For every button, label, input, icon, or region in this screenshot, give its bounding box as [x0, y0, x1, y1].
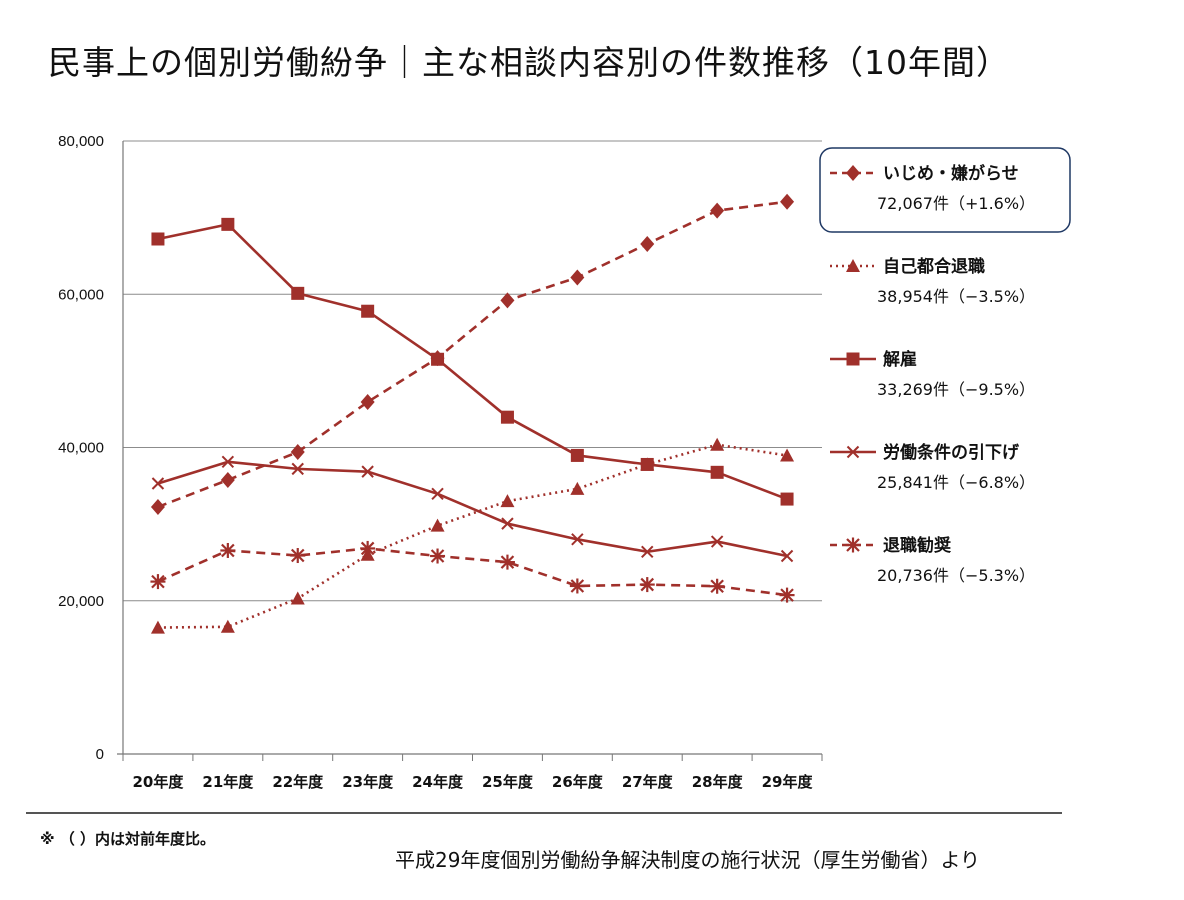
- data-point-star: [499, 554, 515, 570]
- x-tick-label: 22年度: [272, 773, 324, 791]
- x-tick-label: 26年度: [552, 773, 604, 791]
- data-point-x: [361, 465, 374, 478]
- legend-stat: 25,841件（−6.8%）: [877, 473, 1035, 492]
- data-point-diamond: [290, 444, 305, 461]
- source-citation: 平成29年度個別労働紛争解決制度の施行状況（厚生労働省）より: [395, 848, 981, 872]
- data-point-x: [291, 462, 304, 476]
- legend-stat: 38,954件（−3.5%）: [877, 287, 1035, 306]
- data-point-triangle: [780, 448, 795, 462]
- legend-label: 自己都合退職: [883, 256, 985, 277]
- legend-label: いじめ・嫌がらせ: [883, 163, 1019, 184]
- legend-item: 自己都合退職 38,954件（−3.5%）: [830, 256, 1035, 306]
- data-point-triangle: [570, 481, 585, 495]
- legend-marker: [845, 537, 861, 553]
- x-tick-label: 27年度: [622, 773, 674, 791]
- series-line-3: [157, 223, 788, 501]
- x-tick-label: 25年度: [482, 773, 534, 791]
- data-point-x: [780, 549, 794, 563]
- data-point-diamond: [500, 292, 515, 309]
- data-point-star: [639, 577, 655, 593]
- data-point-triangle: [710, 437, 725, 451]
- data-point-square: [780, 492, 794, 506]
- legend-marker: [846, 259, 860, 272]
- data-point-x: [641, 545, 654, 558]
- grid-lines: [123, 140, 822, 602]
- legend-stat: 33,269件（−9.5%）: [877, 380, 1035, 399]
- series-line-2: [157, 443, 788, 629]
- data-point-x: [571, 533, 584, 546]
- data-point-star: [779, 587, 795, 603]
- data-point-square: [570, 448, 584, 462]
- x-tick-label: 29年度: [762, 773, 814, 791]
- data-point-star: [709, 578, 725, 594]
- legend-item: 労働条件の引下げ 25,841件（−6.8%）: [830, 442, 1035, 492]
- legend-label: 解雇: [883, 349, 917, 370]
- data-point-diamond: [710, 202, 725, 219]
- data-point-x: [151, 477, 165, 490]
- data-point-square: [431, 352, 445, 366]
- data-point-triangle: [500, 494, 515, 508]
- data-point-square: [291, 286, 305, 300]
- data-point-star: [430, 548, 446, 564]
- data-point-star: [290, 548, 306, 564]
- y-tick-label: 20,000: [58, 593, 104, 610]
- data-point-square: [361, 304, 375, 318]
- legend: いじめ・嫌がらせ 72,067件（+1.6%） 自己都合退職 38,954件（−3.5…: [819, 147, 1071, 585]
- data-point-diamond: [640, 235, 655, 252]
- x-tick-label: 23年度: [342, 773, 394, 791]
- data-point-x: [501, 517, 514, 530]
- data-point-star: [150, 574, 166, 590]
- x-tick-label: 28年度: [692, 773, 744, 791]
- data-point-triangle: [150, 620, 165, 634]
- data-point-diamond: [360, 393, 375, 410]
- legend-marker: [846, 352, 860, 366]
- legend-label: 退職勧奨: [883, 535, 952, 556]
- data-point-square: [151, 232, 165, 246]
- data-point-diamond: [780, 193, 795, 210]
- legend-marker: [846, 165, 860, 181]
- data-point-triangle: [290, 591, 305, 605]
- legend-highlight-box: [819, 147, 1071, 233]
- series-line-4: [157, 460, 788, 558]
- data-point-diamond: [220, 471, 235, 488]
- data-point-square: [640, 457, 654, 471]
- legend-stat: 72,067件（+1.6%）: [877, 194, 1035, 213]
- axes: 0 20,000 40,000 60,000 80,000 20年度 21年度 22年度 23年…: [58, 133, 823, 791]
- legend-item: 解雇 33,269件（−9.5%）: [830, 349, 1035, 399]
- data-point-triangle: [430, 518, 445, 532]
- legend-item: いじめ・嫌がらせ 72,067件（+1.6%）: [819, 147, 1071, 233]
- legend-item: 退職勧奨 20,736件（−5.3%）: [830, 535, 1035, 585]
- series-line-5: [157, 547, 788, 597]
- x-tick-label: 21年度: [202, 773, 254, 791]
- data-point-diamond: [570, 269, 585, 286]
- legend-label: 労働条件の引下げ: [883, 442, 1020, 463]
- y-tick-label: 0: [96, 746, 104, 763]
- page-title: 民事上の個別労働紛争｜主な相談内容別の件数推移（10年間）: [48, 43, 1010, 82]
- data-point-triangle: [220, 619, 235, 633]
- series-lines: [150, 193, 795, 634]
- x-tick-label: 24年度: [412, 773, 464, 791]
- data-point-star: [569, 578, 585, 594]
- divider: [26, 812, 1062, 814]
- footnote: ※ （ ）内は対前年度比。: [40, 830, 216, 848]
- data-point-square: [500, 410, 514, 424]
- y-tick-label: 80,000: [58, 133, 104, 150]
- y-tick-label: 60,000: [58, 286, 104, 303]
- x-tick-label: 20年度: [133, 773, 185, 791]
- data-point-x: [710, 535, 724, 548]
- data-point-x: [221, 455, 235, 469]
- y-tick-label: 40,000: [58, 440, 104, 457]
- legend-marker: [846, 445, 860, 459]
- data-point-square: [221, 217, 235, 231]
- data-point-star: [220, 542, 236, 558]
- data-point-star: [360, 540, 376, 556]
- data-point-square: [710, 465, 724, 479]
- data-point-diamond: [150, 498, 165, 515]
- legend-stat: 20,736件（−5.3%）: [877, 566, 1035, 585]
- data-point-x: [431, 487, 444, 501]
